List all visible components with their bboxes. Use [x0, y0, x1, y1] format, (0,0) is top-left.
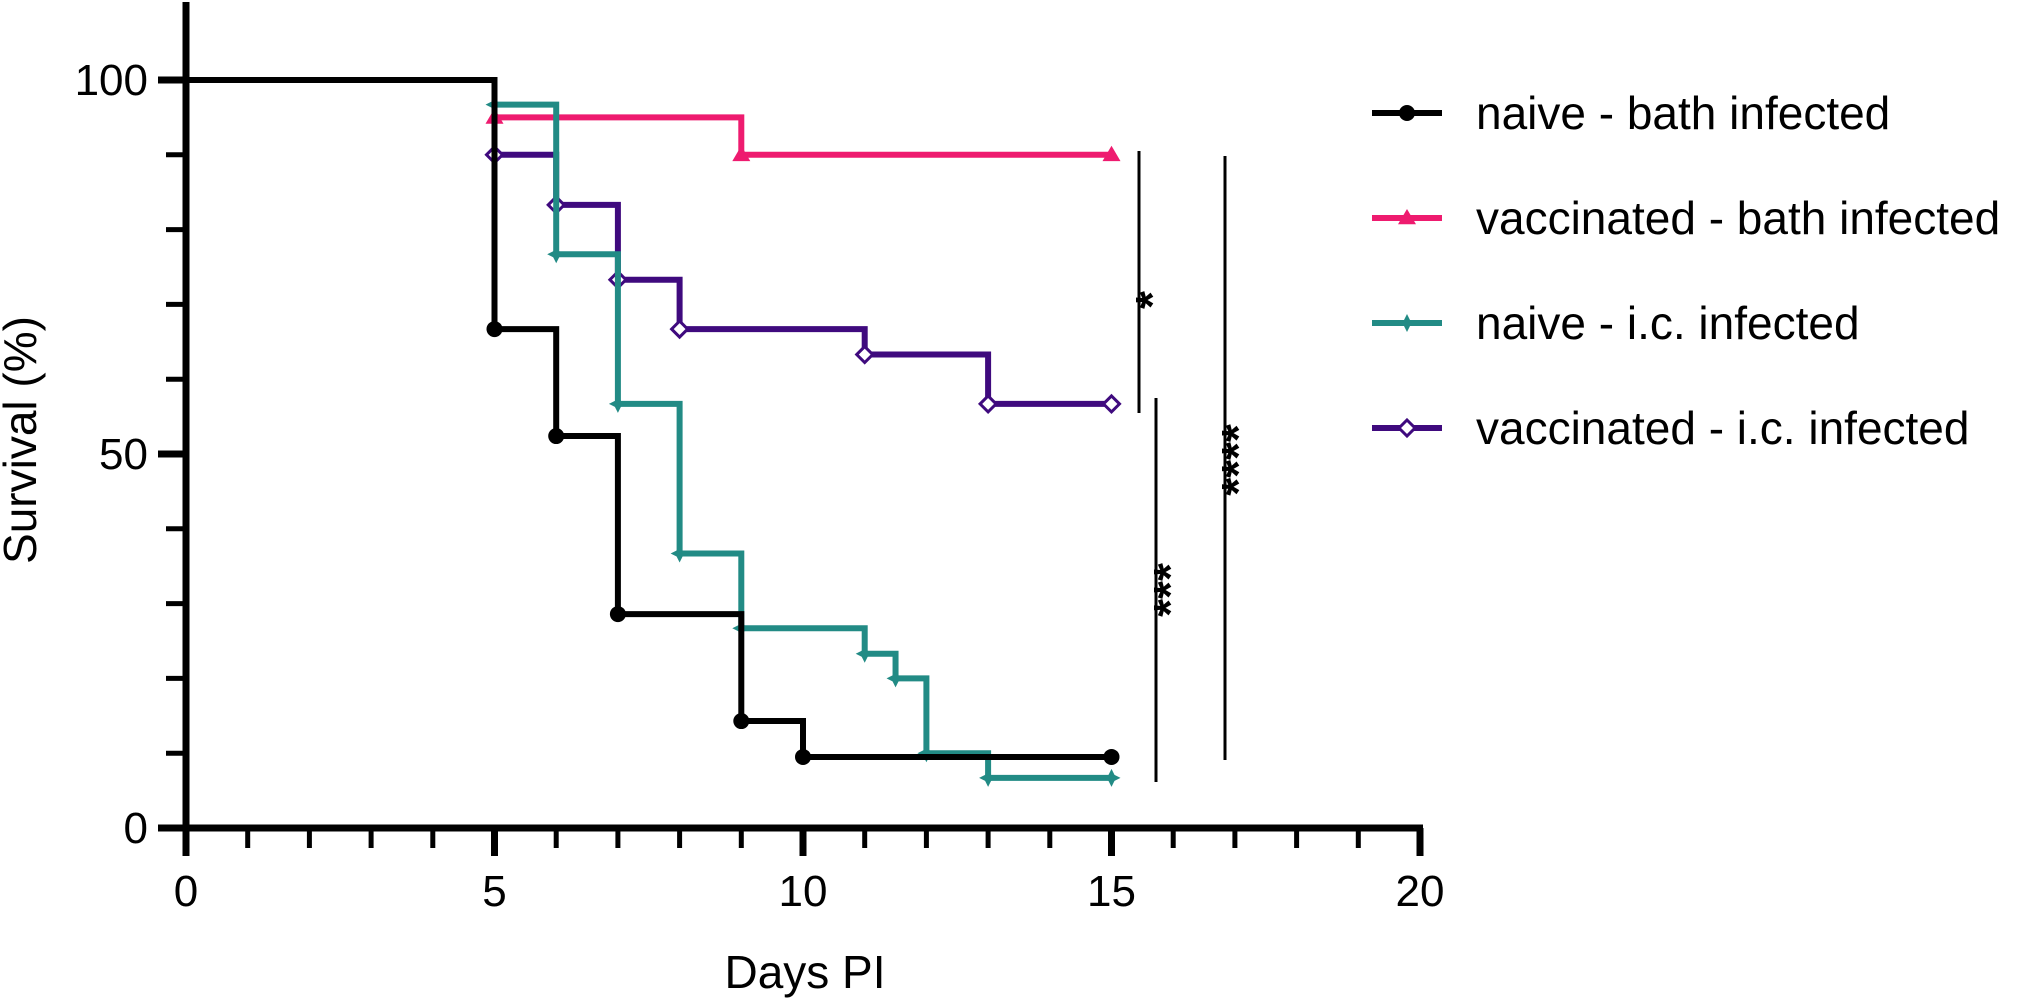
- x-tick-label: 0: [174, 867, 198, 916]
- series-point: [1102, 145, 1121, 162]
- legend-marker: [1399, 105, 1415, 121]
- series-point: [795, 748, 811, 765]
- legend-entry-1: naive - bath infected: [1372, 87, 1890, 139]
- series-point: [733, 713, 750, 730]
- legend-entry-2: vaccinated - bath infected: [1372, 192, 2000, 244]
- series-line: [494, 114, 1112, 158]
- legend-label: vaccinated - bath infected: [1476, 192, 2000, 244]
- tick-marks: 0 5 10 15 20 0 50 100: [75, 56, 1445, 916]
- sig-label-3: ****: [1212, 424, 1264, 496]
- series-point: [547, 245, 566, 264]
- series-point: [548, 428, 565, 445]
- sig-label-2: ***: [1144, 563, 1196, 617]
- x-tick-label: 10: [779, 867, 828, 916]
- series-line: [494, 151, 1112, 407]
- series-point: [977, 393, 999, 415]
- series-point: [979, 768, 998, 787]
- series-3: [485, 95, 1121, 787]
- legend-marker: [1396, 417, 1418, 439]
- legend-marker: [1398, 314, 1416, 332]
- series-point: [1103, 748, 1120, 765]
- legend-label: naive - bath infected: [1476, 87, 1890, 139]
- series-2: [485, 108, 1121, 162]
- significance-brackets: * *** ****: [1126, 151, 1264, 782]
- series-point: [1102, 768, 1121, 787]
- legend-marker: [1398, 209, 1416, 225]
- series-layer: [186, 77, 1122, 787]
- series-point: [886, 669, 905, 688]
- series-point: [670, 544, 689, 563]
- series-point: [732, 145, 751, 162]
- series-line: [186, 77, 1112, 760]
- legend-label: vaccinated - i.c. infected: [1476, 402, 1969, 454]
- legend: naive - bath infected vaccinated - bath i…: [1372, 87, 2000, 454]
- y-tick-label: 0: [124, 804, 148, 853]
- x-axis-label: Days PI: [724, 946, 885, 998]
- x-tick-label: 15: [1087, 867, 1136, 916]
- legend-entry-3: naive - i.c. infected: [1372, 297, 1860, 349]
- series-point: [917, 744, 936, 763]
- x-tick-label: 20: [1396, 867, 1445, 916]
- legend-entry-4: vaccinated - i.c. infected: [1372, 402, 1969, 454]
- series-1: [186, 77, 1120, 765]
- legend-label: naive - i.c. infected: [1476, 297, 1860, 349]
- y-tick-label: 50: [99, 430, 148, 479]
- series-point: [669, 318, 690, 340]
- series-line: [494, 101, 1112, 781]
- y-axis-label: Survival (%): [0, 316, 46, 564]
- series-point: [609, 606, 626, 623]
- series-4: [484, 144, 1122, 415]
- series-point: [855, 644, 874, 663]
- series-point: [1101, 393, 1122, 415]
- x-tick-label: 5: [482, 867, 506, 916]
- series-point: [854, 344, 875, 365]
- sig-label-1: *: [1126, 291, 1178, 309]
- axes: [182, 2, 1423, 832]
- series-point: [608, 394, 627, 413]
- y-tick-label: 100: [75, 56, 148, 105]
- series-point: [486, 321, 503, 338]
